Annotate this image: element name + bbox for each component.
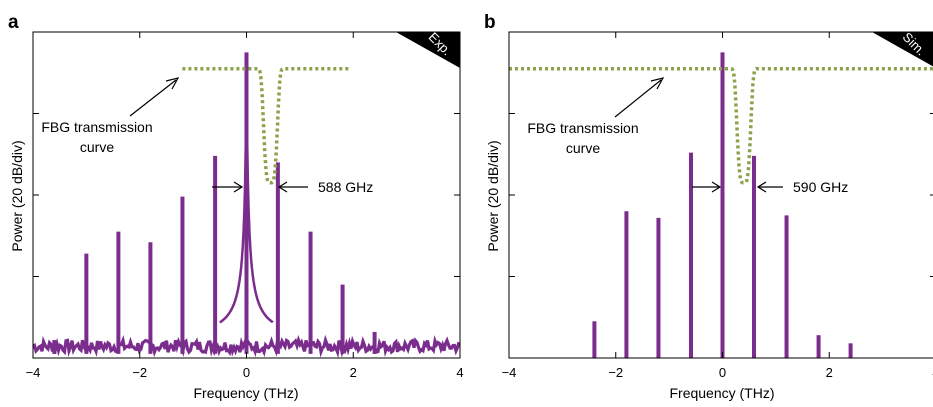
panel-b-spacing-arrow-left: [692, 181, 722, 193]
panel-a: a Exp. Frequency (THz) Power (20 dB/div)…: [8, 12, 464, 401]
panel-b-spacing-label: 590 GHz: [793, 179, 848, 195]
panel-letter-a: a: [8, 12, 19, 33]
panel-b-spacing-arrow-right: [756, 181, 783, 193]
panel-b-fbg-arrow: [614, 77, 665, 118]
panel-b-fbg-label-line2: curve: [566, 140, 600, 156]
panel-letter-b: b: [484, 12, 496, 33]
panel-b-y-axis-label: Power (20 dB/div): [485, 140, 501, 251]
panel-a-spacing-label: 588 GHz: [318, 179, 373, 195]
panel-b-y-ticks: [509, 113, 933, 277]
panel-a-spacing-arrow-left: [212, 181, 244, 193]
panel-b-fbg-label-line1: FBG transmission: [527, 120, 638, 136]
panel-b: b Sim. Frequency (THz) Power (20 dB/div)…: [484, 12, 933, 401]
x-tick-label-2: 0: [243, 365, 250, 380]
panel-a-y-axis-label: Power (20 dB/div): [9, 140, 25, 251]
panel-b-x-ticks: [508, 32, 830, 358]
x-tick-label-1: −2: [608, 365, 623, 380]
panel-b-badge-triangle: [872, 32, 933, 67]
x-tick-label-0: −4: [502, 365, 517, 380]
x-tick-label-3: 2: [826, 365, 833, 380]
x-tick-label-1: −2: [132, 365, 147, 380]
fbg-transmission-line: [509, 66, 933, 185]
x-tick-label-4: 4: [456, 365, 463, 380]
panel-a-spectrum: [32, 52, 461, 359]
panel-a-y-ticks: [33, 113, 460, 277]
x-tick-label-2: 0: [719, 365, 726, 380]
panel-a-fbg-label-line2: curve: [80, 139, 114, 155]
panel-b-spectrum: [592, 52, 853, 358]
x-tick-label-3: 2: [350, 365, 357, 380]
panel-a-fbg-arrow: [129, 77, 180, 117]
panel-a-x-ticks: [32, 32, 461, 358]
panel-a-x-axis-label: Frequency (THz): [193, 385, 298, 401]
panel-b-x-axis-label: Frequency (THz): [669, 385, 774, 401]
panel-b-fbg-curve: [509, 66, 933, 185]
panel-a-badge-triangle: [396, 32, 460, 68]
panel-a-x-tick-labels: −4 −2 0 2 4: [26, 365, 464, 380]
panel-a-spacing-arrow-right: [277, 181, 308, 193]
panel-a-fbg-curve: [182, 66, 351, 185]
fbg-transmission-line: [182, 66, 351, 185]
panel-a-fbg-label-line1: FBG transmission: [41, 119, 152, 135]
x-tick-label-0: −4: [26, 365, 41, 380]
